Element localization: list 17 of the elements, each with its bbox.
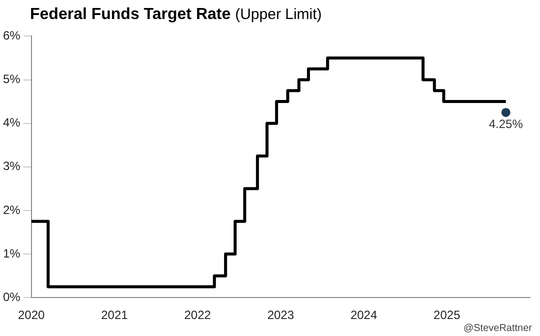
y-tick-label: 3% — [3, 159, 21, 174]
text: @SteveRattner — [463, 323, 532, 334]
x-tick-label: 2021 — [101, 308, 128, 322]
y-tick-label: 4% — [3, 116, 21, 130]
x-tick-label: 2024 — [350, 308, 378, 322]
x-tick-label: 2023 — [267, 308, 294, 322]
chart-title: Federal Funds Target Rate — [30, 6, 231, 23]
x-tick-label: 2025 — [434, 308, 461, 322]
chart-subtitle: (Upper Limit) — [235, 6, 322, 23]
data-label: 4.25% — [488, 116, 524, 131]
x-tick-label: 2020 — [18, 308, 46, 322]
y-tick-label: 1% — [3, 246, 21, 260]
y-tick-label: 5% — [3, 72, 21, 86]
x-tick-label: 2022 — [184, 308, 212, 322]
y-tick-label: 0% — [3, 290, 21, 304]
y-tick-label: 6% — [3, 28, 21, 43]
y-tick-label: 2% — [3, 202, 21, 217]
